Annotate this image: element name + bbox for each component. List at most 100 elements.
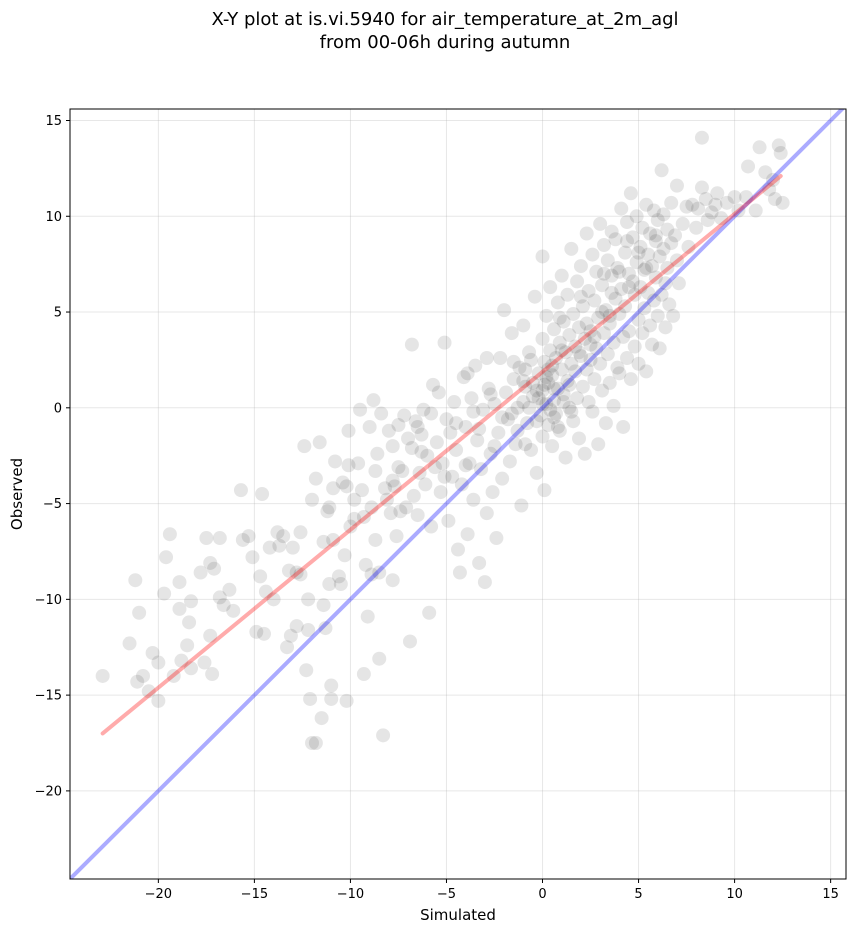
data-point [648, 234, 663, 249]
data-point [679, 199, 694, 214]
data-point [266, 592, 281, 607]
data-point [391, 418, 406, 433]
data-point [666, 308, 681, 323]
data-point [337, 548, 352, 563]
data-point [449, 416, 464, 431]
data-point [447, 395, 462, 410]
data-point [525, 375, 540, 390]
data-point [207, 561, 222, 576]
data-point [406, 488, 421, 503]
data-point [627, 287, 642, 302]
data-point [767, 192, 782, 207]
data-point [550, 295, 565, 310]
data-point [593, 216, 608, 231]
data-point [449, 442, 464, 457]
x-tick-label: 5 [634, 887, 642, 902]
data-point [233, 483, 248, 498]
data-point [372, 651, 387, 666]
data-point [272, 538, 287, 553]
data-point [520, 416, 535, 431]
data-point [635, 326, 650, 341]
data-point [694, 130, 709, 145]
data-point [512, 360, 527, 375]
data-point [437, 335, 452, 350]
data-point [752, 140, 767, 155]
data-point [235, 532, 250, 547]
data-point [573, 289, 588, 304]
data-point [583, 352, 598, 367]
data-point [212, 531, 227, 546]
data-point [157, 586, 172, 601]
data-point [523, 442, 538, 457]
data-point [575, 299, 590, 314]
data-point [691, 201, 706, 216]
data-point [341, 458, 356, 473]
data-point [579, 226, 594, 241]
data-point [620, 215, 635, 230]
data-point [629, 209, 644, 224]
data-point [387, 479, 402, 494]
data-point [354, 483, 369, 498]
data-point [664, 195, 679, 210]
data-point [483, 387, 498, 402]
data-point [316, 598, 331, 613]
data-point [535, 249, 550, 264]
data-point [639, 260, 654, 275]
data-point [573, 349, 588, 364]
data-point [316, 534, 331, 549]
data-point [570, 391, 585, 406]
data-point [589, 264, 604, 279]
data-point [468, 358, 483, 373]
y-tick-label: 0 [54, 401, 62, 416]
data-point [669, 178, 684, 193]
x-axis: −20 −15 −10 −5 0 5 10 15 [145, 879, 839, 902]
data-point [276, 529, 291, 544]
data-point [537, 354, 552, 369]
data-point [339, 479, 354, 494]
data-point [285, 540, 300, 555]
data-point [443, 425, 458, 440]
data-point [518, 362, 533, 377]
data-point [504, 406, 519, 421]
data-point [591, 437, 606, 452]
data-point [506, 372, 521, 387]
data-point [483, 446, 498, 461]
data-point [456, 370, 471, 385]
data-point [128, 573, 143, 588]
data-point [572, 431, 587, 446]
data-point [587, 329, 602, 344]
data-point [535, 383, 550, 398]
data-point [598, 416, 613, 431]
data-point [335, 475, 350, 490]
data-point [308, 736, 323, 751]
y-tick-label: 10 [45, 210, 62, 225]
data-point [322, 577, 337, 592]
data-point [489, 531, 504, 546]
data-point [606, 335, 621, 350]
data-point [739, 190, 754, 205]
data-point [493, 351, 508, 366]
data-point [122, 636, 137, 651]
data-point [439, 412, 454, 427]
data-point [545, 358, 560, 373]
data-point [376, 728, 391, 743]
data-point [618, 299, 633, 314]
data-point [326, 532, 341, 547]
data-point [401, 431, 416, 446]
data-point [641, 285, 656, 300]
data-point [531, 366, 546, 381]
data-point [600, 253, 615, 268]
x-axis-label: Simulated [420, 906, 496, 924]
data-point [281, 563, 296, 578]
data-point [427, 460, 442, 475]
data-point [495, 471, 510, 486]
data-point [583, 324, 598, 339]
data-point [664, 236, 679, 251]
data-point [289, 565, 304, 580]
data-point [762, 182, 777, 197]
data-point [564, 356, 579, 371]
data-point [356, 667, 371, 682]
data-point [545, 368, 560, 383]
data-point [499, 385, 514, 400]
data-point [226, 603, 241, 618]
